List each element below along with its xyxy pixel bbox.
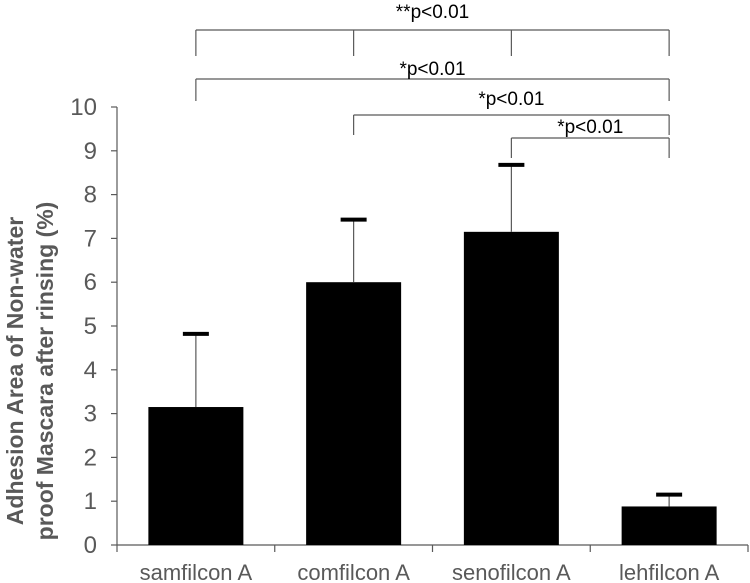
y-tick-label: 8 (84, 182, 97, 209)
y-tick-label: 6 (84, 269, 97, 296)
x-tick-label: samfilcon A (140, 560, 253, 583)
y-tick-label: 9 (84, 138, 97, 165)
bar-comfilcon-a (306, 282, 402, 545)
y-tick-label: 4 (84, 357, 97, 384)
bar-lehfilcon-a (621, 506, 717, 545)
bar-senofilcon-a (463, 231, 559, 545)
y-tick-label: 2 (84, 444, 97, 471)
x-tick-label: comfilcon A (297, 560, 410, 583)
bar-samfilcon-a (148, 407, 244, 545)
x-tick-label: senofilcon A (452, 560, 571, 583)
y-axis-label-line: Adhesion Area of Non-water (2, 217, 28, 525)
y-tick-label: 3 (84, 401, 97, 428)
error-bars (182, 162, 683, 507)
y-tick-label: 1 (84, 488, 97, 515)
x-tick-label: lehfilcon A (619, 560, 720, 583)
y-tick-label: 5 (84, 313, 97, 340)
significance-label: *p<0.01 (478, 89, 544, 110)
y-tick-label: 10 (70, 94, 97, 121)
significance-label: *p<0.01 (399, 59, 465, 80)
significance-label: **p<0.01 (396, 2, 469, 23)
bars (148, 231, 717, 545)
y-axis-label: Adhesion Area of Non-water proof Mascara … (2, 202, 58, 541)
significance-label: *p<0.01 (557, 117, 623, 138)
y-axis-label-line: proof Mascara after rinsing (%) (32, 202, 58, 541)
axes: 0 1 2 3 4 5 6 7 8 9 10 samfilcon A comfilcon A senofi… (70, 94, 749, 583)
y-tick-label: 0 (84, 532, 97, 559)
y-tick-label: 7 (84, 225, 97, 252)
significance-brackets: **p<0.01 *p<0.01 *p<0.01 *p<0.01 (195, 2, 670, 158)
